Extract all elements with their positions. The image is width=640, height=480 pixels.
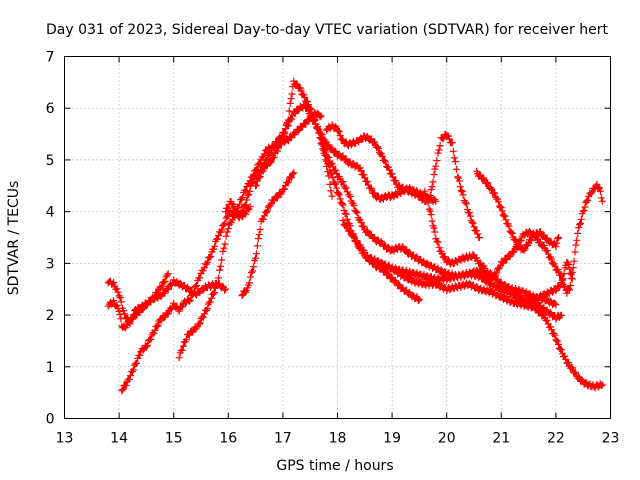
plus-markers xyxy=(175,109,325,362)
x-tick-label: 19 xyxy=(383,431,401,447)
plus-markers xyxy=(421,187,489,272)
plus-markers xyxy=(104,270,172,332)
x-tick-label: 16 xyxy=(219,431,237,447)
x-tick-label: 22 xyxy=(547,431,565,447)
plus-markers xyxy=(339,217,423,305)
plus-markers xyxy=(118,203,254,395)
series-arc-17 xyxy=(525,258,576,307)
plus-markers xyxy=(525,258,576,307)
series-arc-3 xyxy=(118,203,254,395)
plus-markers xyxy=(473,167,563,254)
x-axis-title: GPS time / hours xyxy=(276,458,393,474)
series-arc-14 xyxy=(421,187,489,272)
x-tick-label: 18 xyxy=(329,431,347,447)
x-tick-label: 14 xyxy=(110,431,128,447)
chart-title: Day 031 of 2023, Sidereal Day-to-day VTE… xyxy=(46,22,608,38)
series-arc-2 xyxy=(104,270,172,332)
series-arc-13 xyxy=(339,217,423,305)
y-tick-label: 7 xyxy=(46,50,55,66)
y-tick-label: 3 xyxy=(46,256,55,272)
series-arc-16 xyxy=(470,180,606,297)
y-axis-title: SDTVAR / TECUs xyxy=(6,181,22,296)
x-tick-label: 20 xyxy=(438,431,456,447)
x-tick-label: 23 xyxy=(602,431,620,447)
y-tick-label: 6 xyxy=(46,101,55,117)
x-tick-label: 13 xyxy=(56,431,74,447)
x-tick-labels: 13 14 15 16 17 18 19 20 21 22 23 xyxy=(56,431,620,447)
series-arc-15 xyxy=(473,167,563,254)
series-arc-9 xyxy=(306,112,440,205)
x-tick-label: 17 xyxy=(274,431,292,447)
plus-markers xyxy=(238,169,298,300)
y-tick-label: 2 xyxy=(46,308,55,324)
y-tick-label: 4 xyxy=(46,205,55,221)
plus-markers xyxy=(470,180,606,297)
series-arc-4 xyxy=(175,109,325,362)
series-layer xyxy=(104,77,606,395)
plot-frame xyxy=(64,56,611,419)
x-tick-label: 15 xyxy=(165,431,183,447)
grid xyxy=(64,56,611,419)
y-tick-label: 1 xyxy=(46,360,55,376)
y-tick-label: 0 xyxy=(46,412,55,428)
plus-markers xyxy=(306,112,440,205)
y-tick-labels: 0 1 2 3 4 5 6 7 xyxy=(46,50,55,428)
x-tick-label: 21 xyxy=(492,431,510,447)
series-arc-5 xyxy=(238,169,298,300)
y-tick-label: 5 xyxy=(46,153,55,169)
